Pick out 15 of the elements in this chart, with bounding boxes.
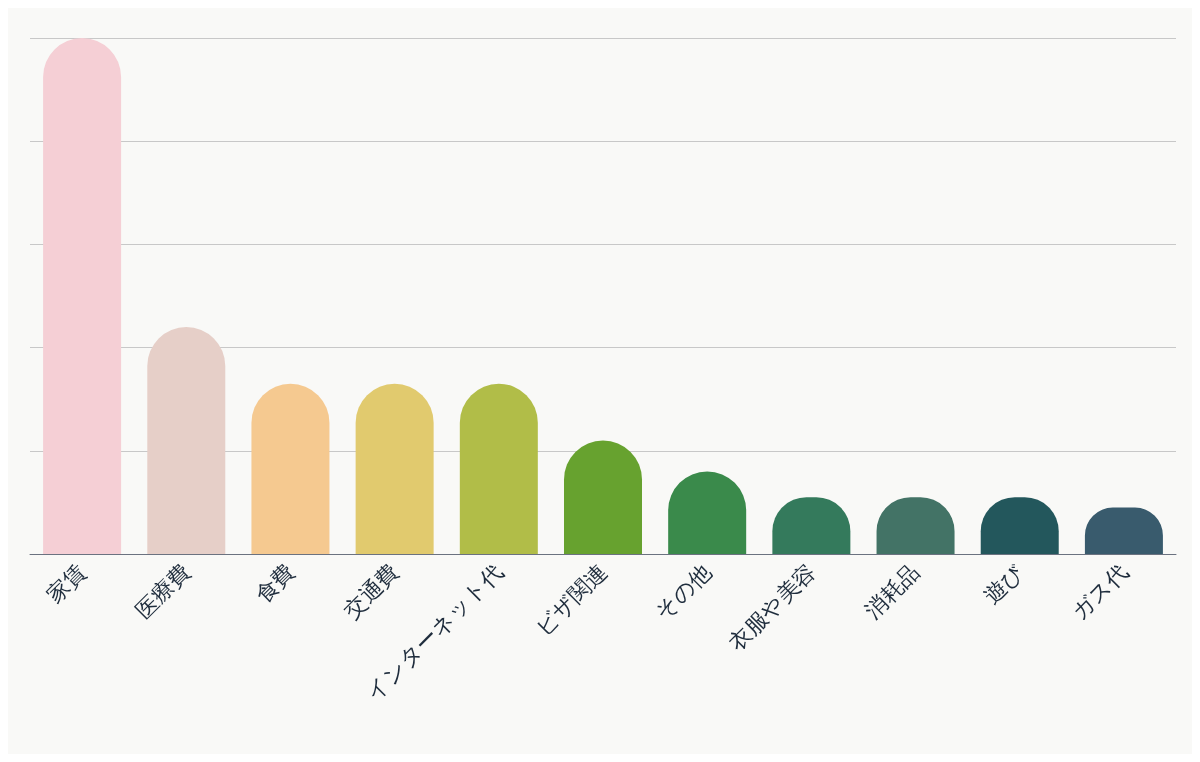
x-tick-label: 食費 bbox=[250, 559, 300, 608]
x-tick-label: 家賃 bbox=[42, 559, 91, 608]
x-tick-label: 医療費 bbox=[130, 559, 196, 624]
bar bbox=[43, 38, 122, 554]
bar bbox=[459, 383, 538, 554]
x-tick-label: ガス代 bbox=[1066, 559, 1133, 625]
x-tick-label: ビザ関連 bbox=[530, 559, 612, 641]
x-tick-label: 交通費 bbox=[339, 559, 404, 624]
bar bbox=[251, 383, 330, 554]
x-tick-label: その他 bbox=[650, 559, 717, 625]
x-tick-label: 消耗品 bbox=[860, 559, 925, 624]
bar bbox=[355, 383, 434, 554]
x-tick-label: 遊び bbox=[979, 559, 1029, 609]
bar bbox=[147, 326, 226, 554]
x-tick-label: 衣服や美容 bbox=[724, 559, 821, 656]
